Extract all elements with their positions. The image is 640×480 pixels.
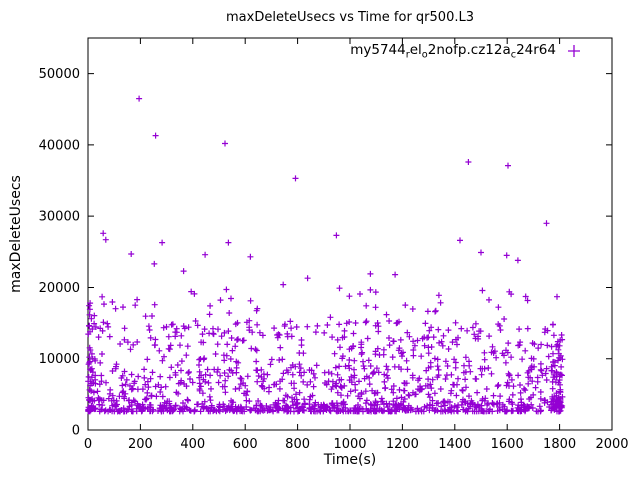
x-tick-label: 1600 xyxy=(491,437,524,452)
x-tick-label: 800 xyxy=(285,437,310,452)
y-tick-label: 10000 xyxy=(39,352,80,367)
legend-label: my5744relo2nofp.cz12ac24r64 xyxy=(350,42,556,61)
x-tick-label: 2000 xyxy=(595,437,628,452)
x-tick-label: 200 xyxy=(128,437,153,452)
x-tick-label: 600 xyxy=(233,437,258,452)
y-axis-label: maxDeleteUsecs xyxy=(8,175,24,293)
x-tick-label: 400 xyxy=(180,437,205,452)
y-tick-label: 50000 xyxy=(39,67,80,82)
y-tick-label: 40000 xyxy=(39,138,80,153)
x-tick-label: 1800 xyxy=(543,437,576,452)
x-tick-label: 1400 xyxy=(438,437,471,452)
legend: my5744relo2nofp.cz12ac24r64 xyxy=(350,42,584,61)
x-tick-label: 1000 xyxy=(333,437,366,452)
chart-title: maxDeleteUsecs vs Time for qr500.L3 xyxy=(226,10,474,25)
x-axis-label: Time(s) xyxy=(323,452,377,468)
y-tick-label: 0 xyxy=(72,424,80,439)
x-tick-label: 1200 xyxy=(386,437,419,452)
x-tick-label: 0 xyxy=(84,437,92,452)
y-tick-label: 30000 xyxy=(39,210,80,225)
y-tick-label: 20000 xyxy=(39,281,80,296)
plot-border xyxy=(87,37,613,431)
axis-ticks xyxy=(87,38,613,431)
scatter-points xyxy=(85,95,566,415)
legend-marker xyxy=(568,45,580,58)
